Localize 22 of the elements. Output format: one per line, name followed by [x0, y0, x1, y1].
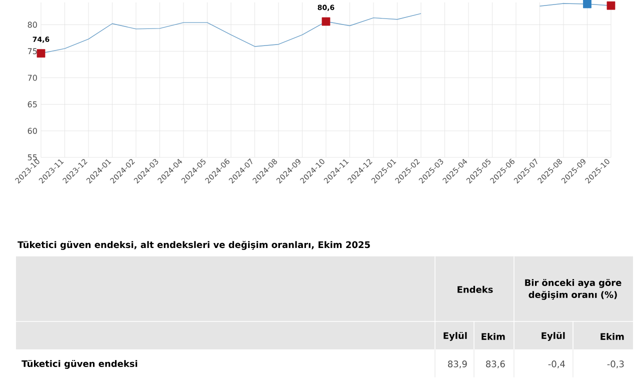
y-tick-label: 80 — [28, 21, 37, 28]
text: Eylül — [542, 332, 565, 341]
text: Endeks — [458, 286, 493, 293]
text: 83,6 — [486, 360, 505, 368]
point — [322, 17, 330, 26]
text: Tüketici güven endeksi, alt endeksleri ve değişim oranları, Ekim 2025 — [18, 240, 370, 250]
text: -0,4 — [548, 360, 565, 368]
text: Ekim — [482, 332, 505, 340]
text: Eylül — [444, 332, 467, 341]
point — [36, 48, 46, 58]
y-tick-label: 55 — [28, 154, 37, 160]
y-tick-label: 60 — [28, 128, 37, 134]
point — [606, 1, 616, 10]
point — [583, 0, 592, 8]
text: Tüketici güven endeksi — [22, 360, 138, 369]
y-tick-label: 75 — [28, 48, 37, 54]
text: Bir önceki aya göre değişim oranı (%) — [525, 278, 622, 300]
text: 83,9 — [448, 360, 467, 368]
y-tick-label: 65 — [28, 101, 37, 108]
text: -0,3 — [607, 360, 624, 368]
y-tick-label: 70 — [28, 74, 37, 81]
text: Ekim — [600, 332, 624, 340]
